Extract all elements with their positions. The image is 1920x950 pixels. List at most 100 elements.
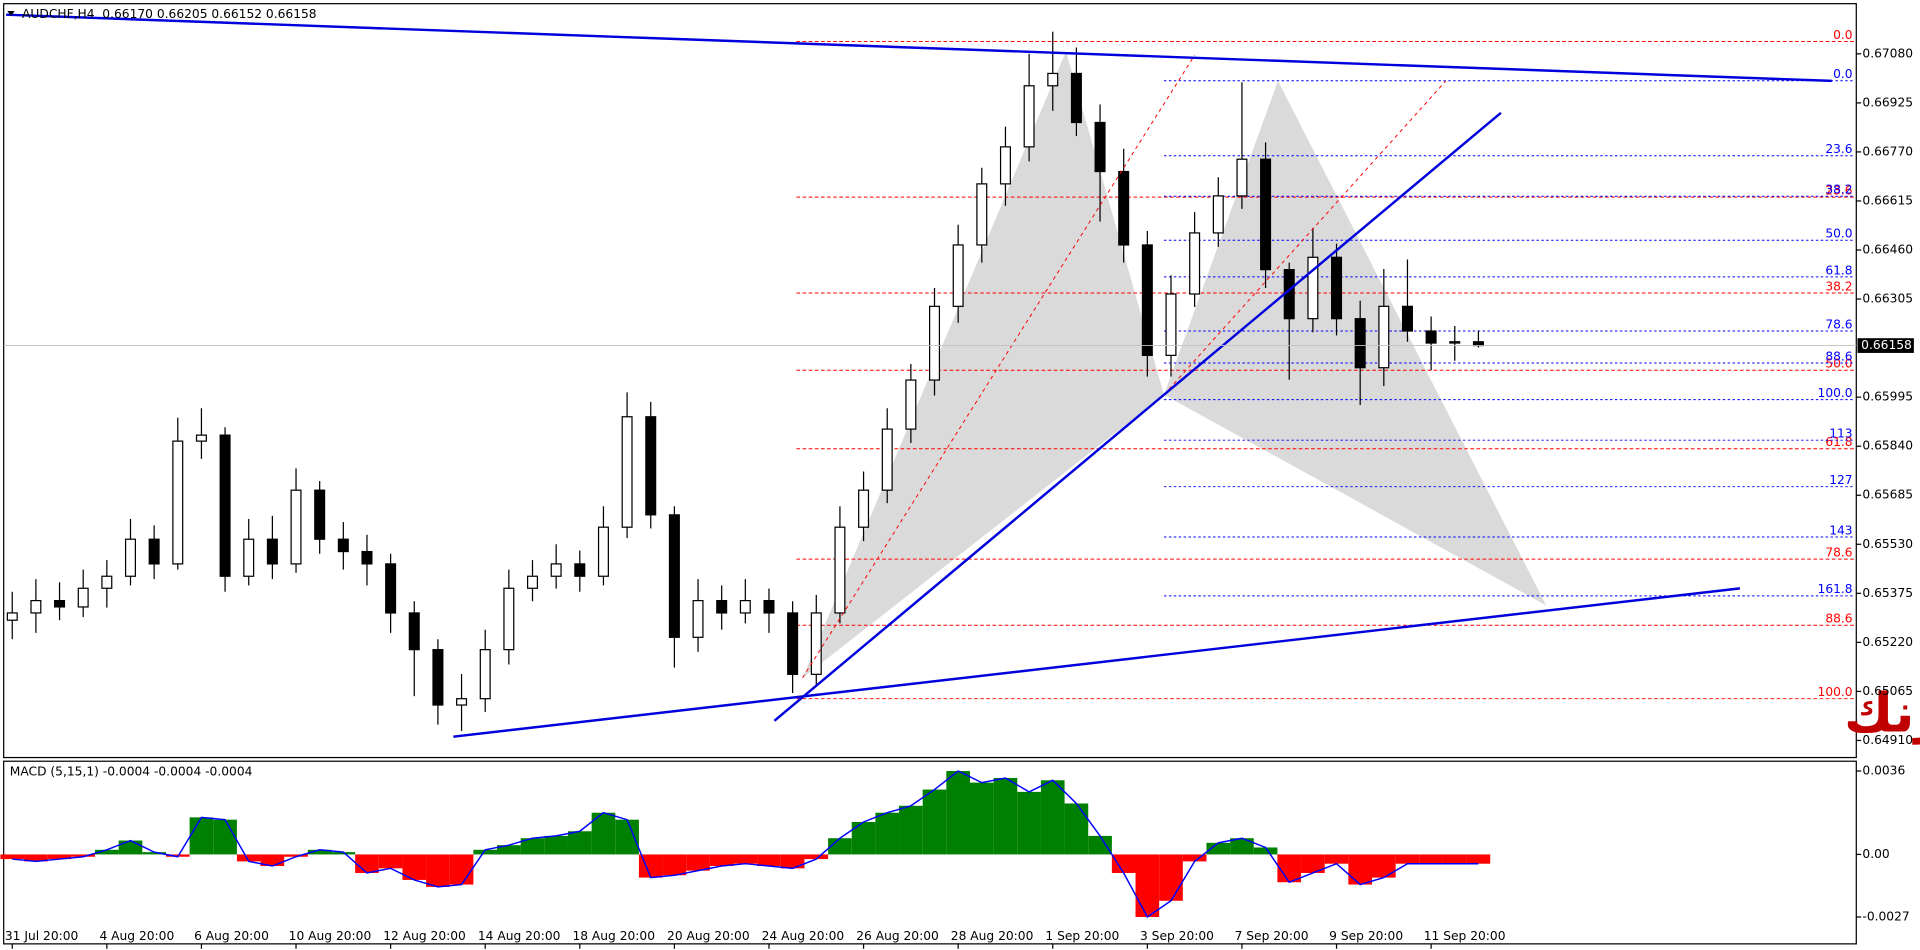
macd-bar: [497, 845, 521, 855]
candle-body: [1165, 293, 1177, 356]
trend-line: [773, 111, 1502, 722]
candle-body: [290, 489, 302, 565]
current-price-box: [1857, 338, 1914, 353]
fib-label: 0.0: [1833, 67, 1852, 81]
macd-bar: [1135, 854, 1160, 917]
candle-body: [148, 538, 160, 565]
candle-body: [1378, 305, 1390, 369]
fib-label: 161.8: [1818, 582, 1853, 596]
macd-bar: [118, 840, 143, 855]
main-panel: [3, 3, 1857, 759]
y-tick-label: 0.66770: [1862, 144, 1913, 158]
macd-bar: [426, 854, 450, 887]
macd-bar: [402, 854, 427, 880]
current-price-label: 0.66158: [1861, 338, 1912, 352]
fib-label: 88.6: [1825, 612, 1852, 626]
x-tick-label: 1 Sep 20:00: [1045, 929, 1119, 943]
candle-body: [337, 538, 349, 553]
fib-label: 113: [1829, 427, 1852, 441]
x-tick-label: 24 Aug 20:00: [762, 929, 845, 943]
candle-body: [716, 599, 728, 614]
candle-body: [976, 183, 988, 246]
macd-bar: [544, 835, 568, 855]
y-tick-label: 0.66615: [1862, 193, 1913, 207]
y-tick-label: 0.66925: [1862, 95, 1913, 109]
macd-bar: [0, 854, 25, 860]
candle-body: [621, 416, 633, 528]
candle-body: [763, 599, 775, 614]
macd-bar: [1419, 854, 1443, 864]
macd-bar: [520, 838, 545, 855]
candles: [6, 31, 1484, 731]
candle-body: [101, 575, 113, 589]
y-tick-label: 0.65375: [1862, 586, 1913, 600]
x-tick-label: 4 Aug 20:00: [99, 929, 174, 943]
macd-bar: [1324, 854, 1349, 864]
candle-body: [432, 649, 444, 706]
macd-bar: [969, 782, 994, 855]
macd-bar: [757, 854, 781, 867]
trend-line: [453, 587, 1741, 738]
trend-line: [6, 13, 1832, 83]
candle-body: [361, 550, 373, 565]
candle-body: [858, 489, 870, 528]
y-tick-label: 0.65995: [1862, 390, 1913, 404]
candle-body: [479, 649, 491, 700]
y-tick-label: 0.65065: [1862, 684, 1913, 698]
y-tick-label: 0.65840: [1862, 439, 1913, 453]
x-tick-label: 26 Aug 20:00: [856, 929, 939, 943]
macd-bar: [1040, 780, 1065, 855]
chart-title: AUDCHF,H4 0.66170 0.66205 0.66152 0.6615…: [22, 7, 317, 21]
macd-bar: [449, 854, 474, 885]
fib-label: 78.6: [1825, 546, 1852, 560]
macd-bar: [1277, 854, 1302, 883]
candle-body: [929, 305, 941, 381]
fib-label: 23.6: [1825, 142, 1852, 156]
candle-body: [1094, 121, 1106, 173]
x-tick-label: 14 Aug 20:00: [478, 929, 561, 943]
macd-bar: [307, 849, 332, 855]
macd-bar: [1466, 854, 1491, 864]
fib-label: 38.2: [1825, 183, 1852, 197]
macd-bar: [71, 854, 96, 857]
macd-bar: [615, 819, 639, 855]
candle-body: [668, 514, 680, 638]
y-tick-label: 0.66305: [1862, 292, 1913, 306]
fib-label: 100.0: [1818, 386, 1853, 400]
macd-bar: [1301, 854, 1325, 873]
candle-body: [1189, 232, 1201, 295]
macd-bar: [993, 777, 1018, 855]
candle-body: [1307, 256, 1319, 320]
macd-bar: [213, 819, 237, 855]
x-tick-label: 3 Sep 20:00: [1140, 929, 1214, 943]
y-tick-label: 0.64910: [1862, 733, 1913, 747]
candle-body: [739, 599, 751, 614]
pattern-triangle: [802, 51, 1165, 678]
candle-body: [952, 244, 964, 307]
y-tick-label: 0.65530: [1862, 537, 1913, 551]
macd-bar: [733, 854, 758, 864]
candle-body: [881, 428, 893, 491]
candle-body: [1047, 72, 1059, 87]
candle-body: [1212, 195, 1224, 234]
y-tick-label: 0.00: [1862, 847, 1889, 861]
x-tick-label: 12 Aug 20:00: [383, 929, 466, 943]
menu-icon[interactable]: [7, 11, 15, 16]
x-tick-label: 28 Aug 20:00: [951, 929, 1034, 943]
fib-label: 143: [1829, 523, 1852, 537]
y-tick-label: -0.0027: [1862, 909, 1909, 923]
candle-body: [999, 146, 1011, 185]
candle-body: [1472, 341, 1484, 347]
macd-bar: [804, 854, 829, 860]
macd-bar: [236, 854, 261, 862]
candle-body: [124, 538, 137, 577]
candle-body: [385, 563, 397, 614]
x-tick-label: 18 Aug 20:00: [572, 929, 655, 943]
macd-panel: [3, 760, 1857, 945]
fib-label: 78.6: [1825, 317, 1852, 331]
fibonacci-levels: 0.023.638.250.061.878.688.6100.00.023.63…: [796, 28, 1854, 700]
candle-body: [597, 526, 609, 577]
x-tick-label: 9 Sep 20:00: [1329, 929, 1403, 943]
candle-body: [787, 612, 799, 675]
